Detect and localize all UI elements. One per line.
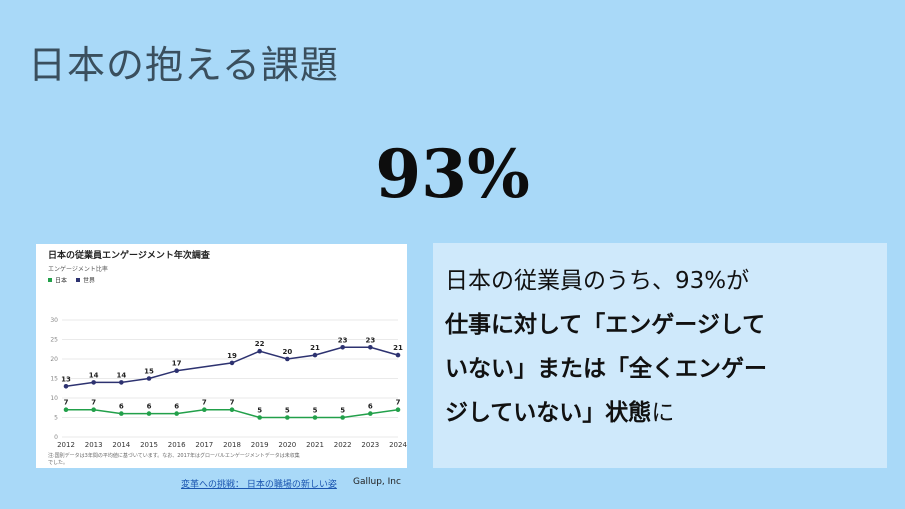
x-tick-label: 2022 — [334, 441, 352, 449]
data-label: 7 — [202, 399, 207, 407]
chart-ylabel: エンゲージメント比率 — [48, 265, 108, 273]
data-point — [91, 407, 96, 412]
data-point — [312, 415, 318, 420]
chart-card: 日本の従業員エンゲージメント年次調査 エンゲージメント比率 日本 世界 0 5 10… — [36, 244, 407, 468]
legend-swatch-world — [76, 278, 80, 282]
data-point — [119, 380, 124, 385]
data-label: 7 — [230, 399, 235, 407]
x-tick-label: 2021 — [306, 441, 324, 449]
series-line-1 — [65, 346, 399, 388]
data-label: 22 — [255, 340, 265, 348]
y-tick-label: 5 — [54, 415, 58, 422]
data-point — [63, 407, 69, 412]
x-tick-label: 2016 — [168, 441, 186, 449]
x-tick-label: 2015 — [140, 441, 158, 449]
data-label: 14 — [89, 371, 99, 379]
data-point — [174, 411, 179, 416]
x-tick-label: 2019 — [251, 441, 269, 449]
callout-line-1: 日本の従業員のうち、93%が — [445, 268, 750, 294]
data-label: 5 — [285, 407, 290, 415]
data-point — [312, 352, 318, 358]
y-tick-label: 20 — [50, 356, 58, 363]
callout-line-2: 仕事に対して「エンゲージして — [445, 312, 766, 338]
data-point — [63, 384, 69, 389]
legend-swatch-japan — [48, 278, 52, 282]
source-link[interactable]: 変革への挑戦： 日本の職場の新しい姿 — [181, 480, 337, 490]
callout-box: 日本の従業員のうち、93%が 仕事に対して「エンゲージして いない」または「全く… — [433, 243, 887, 468]
data-label: 21 — [393, 344, 403, 352]
callout-line-4-tail: に — [651, 400, 675, 426]
chart-footnote: 注:国別データは3年間の平均値に基づいています。なお、2017年はグローバルエン… — [48, 452, 300, 459]
data-label: 6 — [119, 403, 124, 411]
data-point — [146, 411, 152, 416]
data-point — [285, 356, 290, 362]
big-percent: 93% — [375, 135, 530, 213]
data-point — [146, 376, 152, 381]
engagement-line-chart: 日本の従業員エンゲージメント年次調査 エンゲージメント比率 日本 世界 0 5 10… — [48, 249, 407, 466]
data-label: 20 — [282, 348, 292, 356]
data-label: 5 — [257, 407, 262, 415]
data-point — [119, 411, 124, 416]
x-tick-label: 2024 — [389, 441, 407, 449]
data-label: 6 — [147, 403, 152, 411]
data-label: 7 — [64, 399, 69, 407]
data-label: 7 — [396, 399, 401, 407]
x-tick-label: 2023 — [361, 441, 379, 449]
chart-footnote-cont: でした。 — [48, 460, 68, 466]
data-label: 6 — [174, 403, 179, 411]
data-label: 21 — [310, 344, 320, 352]
data-point — [395, 407, 401, 412]
data-point — [368, 411, 373, 416]
y-tick-label: 15 — [50, 376, 58, 383]
data-point — [257, 415, 262, 420]
y-tick-label: 10 — [50, 395, 58, 402]
callout-line-4: ジしていない」状態 — [445, 400, 652, 426]
data-point — [229, 407, 235, 412]
data-point — [91, 380, 96, 385]
data-label: 6 — [368, 403, 373, 411]
chart-title: 日本の従業員エンゲージメント年次調査 — [48, 249, 211, 261]
data-point — [174, 368, 179, 373]
data-label: 5 — [340, 407, 345, 415]
x-tick-label: 2018 — [223, 441, 241, 449]
y-tick-label: 25 — [50, 337, 58, 344]
slide-title: 日本の抱える課題 — [28, 43, 339, 87]
data-label: 7 — [91, 399, 96, 407]
data-point — [340, 415, 345, 420]
x-tick-label: 2017 — [195, 441, 213, 449]
y-tick-label: 30 — [50, 317, 58, 324]
data-point — [340, 345, 345, 350]
data-point — [285, 415, 290, 420]
data-point — [202, 407, 207, 412]
x-tick-label: 2014 — [112, 441, 130, 449]
data-label: 15 — [144, 368, 154, 376]
legend-label-japan: 日本 — [55, 277, 67, 285]
data-label: 17 — [172, 360, 182, 368]
x-tick-label: 2012 — [57, 441, 75, 449]
data-point — [229, 360, 235, 366]
legend-label-world: 世界 — [83, 277, 95, 285]
x-tick-label: 2013 — [85, 441, 103, 449]
data-label: 13 — [61, 375, 71, 383]
data-point — [395, 352, 401, 358]
data-point — [257, 348, 262, 354]
data-point — [368, 345, 373, 350]
x-tick-label: 2020 — [278, 441, 296, 449]
data-label: 23 — [338, 336, 348, 344]
source-org: Gallup, Inc — [353, 477, 401, 487]
callout-line-3: いない」または「全くエンゲー — [445, 356, 767, 382]
y-tick-label: 0 — [54, 434, 58, 441]
data-label: 23 — [365, 336, 375, 344]
data-label: 5 — [313, 407, 318, 415]
data-label: 19 — [227, 352, 237, 360]
callout-line-4-wrap: ジしていない」状態に — [445, 391, 877, 435]
data-label: 14 — [116, 371, 126, 379]
